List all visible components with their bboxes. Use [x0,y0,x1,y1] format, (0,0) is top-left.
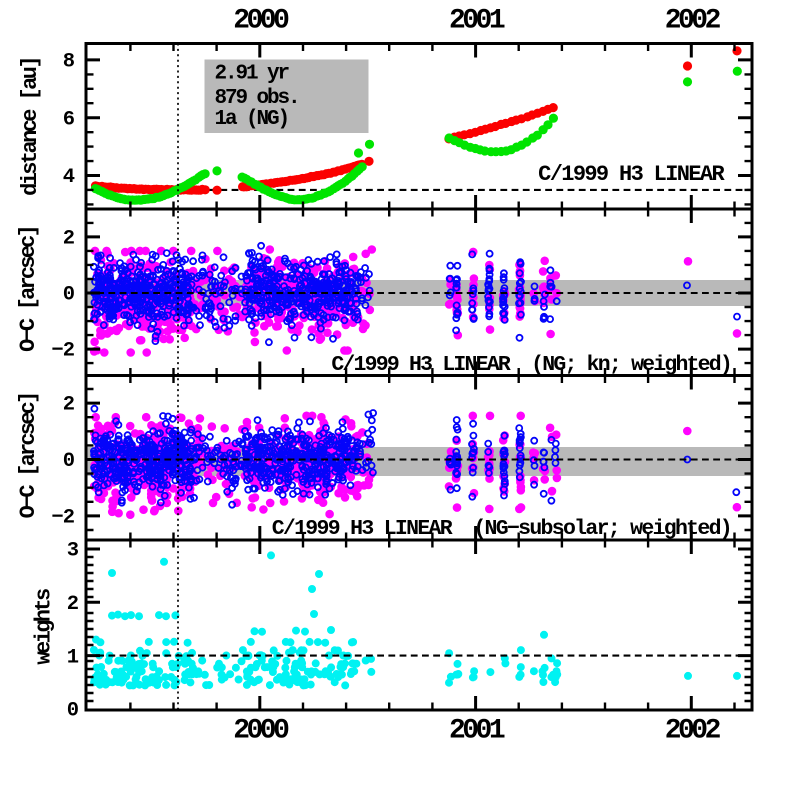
svg-text:2: 2 [67,593,79,616]
svg-text:0: 0 [63,284,75,307]
svg-text:8: 8 [63,51,75,74]
svg-text:weights: weights [32,589,57,665]
svg-text:2001: 2001 [449,6,505,37]
svg-text:C/1999 H3 LINEAR (NG; kn; wei: C/1999 H3 LINEAR (NG; kn; weighted) [331,353,731,377]
svg-text:−2: −2 [51,340,74,363]
svg-text:3: 3 [67,540,79,563]
svg-text:879 obs.: 879 obs. [215,87,299,110]
svg-text:0: 0 [67,700,79,723]
svg-text:distance [au]: distance [au] [18,58,43,196]
svg-text:2002: 2002 [665,6,721,37]
svg-text:0: 0 [63,450,75,473]
svg-text:2: 2 [63,394,75,417]
svg-text:O−C [arcsec]: O−C [arcsec] [16,394,41,519]
svg-text:2002: 2002 [665,716,721,747]
svg-text:2.91 yr: 2.91 yr [215,63,290,86]
svg-text:−2: −2 [51,507,74,530]
svg-text:1: 1 [67,646,79,669]
svg-text:4: 4 [63,166,75,189]
svg-text:2000: 2000 [233,6,289,37]
svg-text:2001: 2001 [449,716,505,747]
svg-text:O−C [arcsec]: O−C [arcsec] [16,227,41,352]
svg-text:2: 2 [63,228,75,251]
svg-text:1a (NG): 1a (NG) [215,108,289,131]
svg-text:C/1999 H3 LINEAR: C/1999 H3 LINEAR [538,162,725,187]
svg-text:2000: 2000 [233,716,289,747]
svg-text:C/1999 H3 LINEAR (NG−subsolar: C/1999 H3 LINEAR (NG−subsolar; weighted) [272,517,731,541]
svg-text:6: 6 [63,108,75,131]
